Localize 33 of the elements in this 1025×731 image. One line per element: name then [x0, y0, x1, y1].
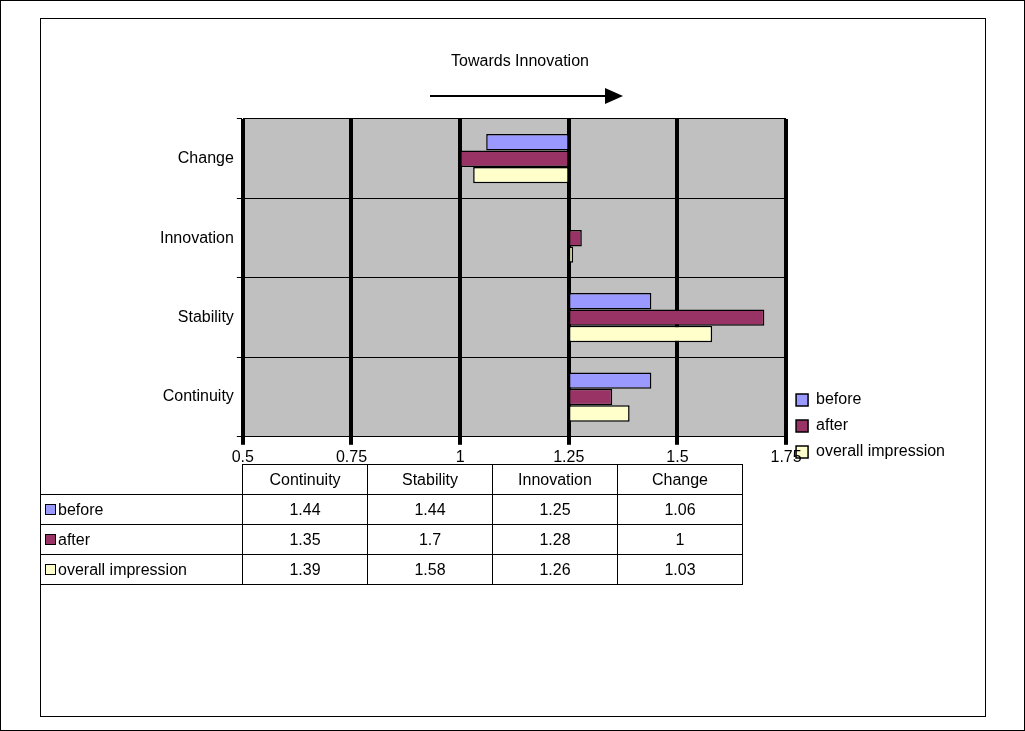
- text: after: [58, 530, 91, 548]
- category-label: Continuity: [269, 470, 341, 488]
- text: overall impression: [58, 560, 187, 578]
- x-tick-label: 1: [455, 447, 465, 465]
- text: 1.58: [367, 554, 493, 585]
- y-tick-label: Change: [177, 149, 234, 167]
- text: 1.44: [367, 494, 493, 525]
- y-tick-label: Innovation: [159, 228, 234, 246]
- text: 1.35: [242, 524, 368, 555]
- legend-label: after: [816, 416, 849, 434]
- legend-label: overall impression: [816, 442, 945, 460]
- y-tick-label: Stability: [177, 308, 234, 326]
- category-label: Change: [651, 470, 709, 488]
- text: 1: [617, 524, 743, 555]
- x-tick-label: 1.5: [666, 447, 689, 465]
- text: before: [58, 500, 104, 518]
- x-tick-label: 0.75: [335, 447, 368, 465]
- text: 1.44: [242, 494, 368, 525]
- text: 1.28: [492, 524, 618, 555]
- x-tick-label: 1.75: [770, 447, 802, 465]
- text: 1.39: [242, 554, 368, 585]
- x-tick-label: 0.5: [231, 447, 255, 465]
- text: 1.25: [492, 494, 618, 525]
- category-label: Innovation: [518, 470, 592, 488]
- x-tick-label: 1.25: [553, 447, 585, 465]
- text: 1.06: [617, 494, 743, 525]
- text: Towards Innovation: [450, 52, 590, 70]
- y-tick-label: Continuity: [162, 387, 234, 405]
- legend-label: before: [816, 390, 862, 408]
- text: 1.26: [492, 554, 618, 585]
- text: 1.03: [617, 554, 743, 585]
- category-label: Stability: [401, 470, 459, 488]
- text: 1.7: [367, 524, 493, 555]
